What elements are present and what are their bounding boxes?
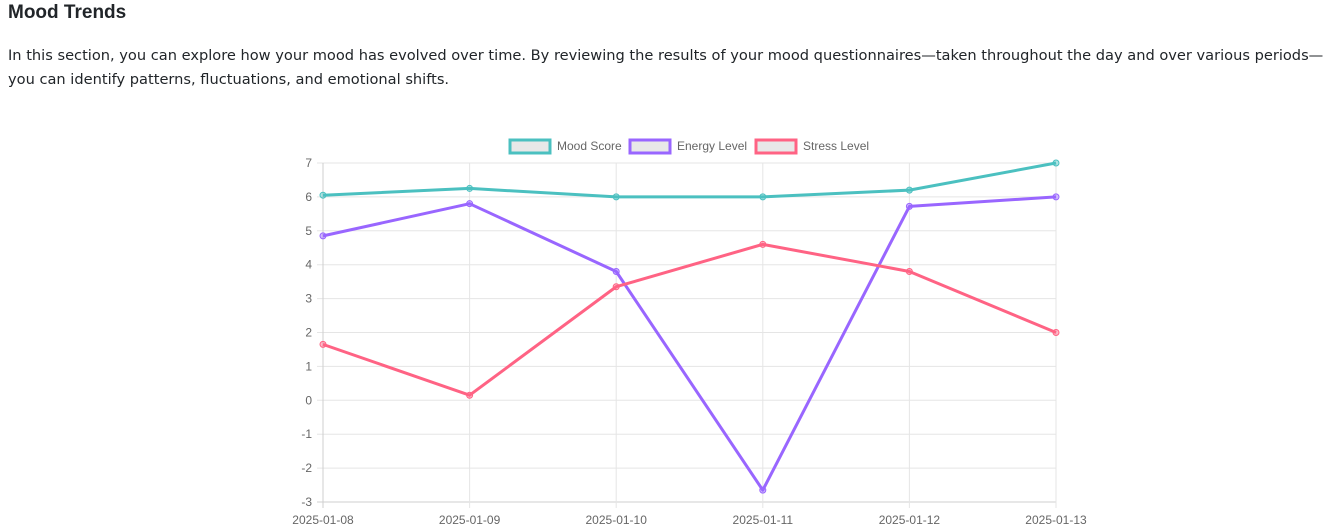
energy-level-point[interactable] [1052,193,1060,201]
mood-score-point[interactable] [612,193,620,201]
mood-score-line [322,161,1057,199]
y-tick-label: 2 [305,326,312,340]
mood-score-point[interactable] [1052,159,1060,167]
y-tick-label: 7 [305,156,312,170]
section-title: Mood Trends [8,2,127,23]
stress-level-point[interactable] [905,267,913,275]
stress-level-series [319,240,1060,399]
x-tick-label: 2025-01-13 [1025,513,1087,527]
stress-level-point[interactable] [466,391,474,399]
x-tick-label: 2025-01-08 [292,513,354,527]
y-tick-label: -2 [301,461,312,475]
y-tick-label: 6 [305,190,312,204]
y-tick-label: 0 [305,393,312,407]
chart-legend: Mood Score Energy Level Stress Level [508,138,869,155]
legend-label: Energy Level [677,139,747,153]
chart-series [319,159,1060,494]
y-tick-label: -1 [301,427,312,441]
stress-level-point[interactable] [612,283,620,291]
chart-grid [317,162,1057,508]
y-tick-label: 3 [305,292,312,306]
legend-item-energy-level[interactable]: Energy Level [628,138,747,155]
y-tick-label: 1 [305,359,312,373]
section-description: In this section, you can explore how you… [8,47,1324,88]
mood-score-point[interactable] [905,186,913,194]
mood-score-point[interactable] [466,184,474,192]
x-tick-label: 2025-01-11 [733,513,794,527]
stress-level-point[interactable] [759,240,767,248]
legend-swatch [508,138,552,155]
stress-level-line [322,242,1057,397]
x-tick-label: 2025-01-12 [879,513,941,527]
mood-score-point[interactable] [319,191,327,199]
legend-label: Stress Level [803,139,869,153]
energy-level-point[interactable] [905,202,913,210]
mood-score-point[interactable] [759,193,767,201]
x-axis-ticks: 2025-01-08 2025-01-09 2025-01-10 2025-01-11… [292,513,1087,527]
legend-swatch [754,138,798,155]
y-axis-ticks: -3 -2 -1 0 1 2 3 4 5 6 7 [301,156,312,509]
energy-level-point[interactable] [612,267,620,275]
y-tick-label: 5 [305,224,312,238]
legend-item-stress-level[interactable]: Stress Level [754,138,869,155]
y-tick-label: -3 [301,495,312,509]
legend-swatch [628,138,672,155]
energy-level-line [322,195,1057,492]
energy-level-series [319,193,1060,494]
energy-level-point[interactable] [466,200,474,208]
energy-level-point[interactable] [759,486,767,494]
legend-item-mood-score[interactable]: Mood Score [508,138,622,155]
stress-level-point[interactable] [319,340,327,348]
legend-label: Mood Score [557,139,622,153]
x-tick-label: 2025-01-09 [439,513,501,527]
y-tick-label: 4 [305,258,312,272]
energy-level-point[interactable] [319,232,327,240]
mood-score-series [319,159,1060,201]
stress-level-point[interactable] [1052,329,1060,336]
x-tick-label: 2025-01-10 [586,513,648,527]
